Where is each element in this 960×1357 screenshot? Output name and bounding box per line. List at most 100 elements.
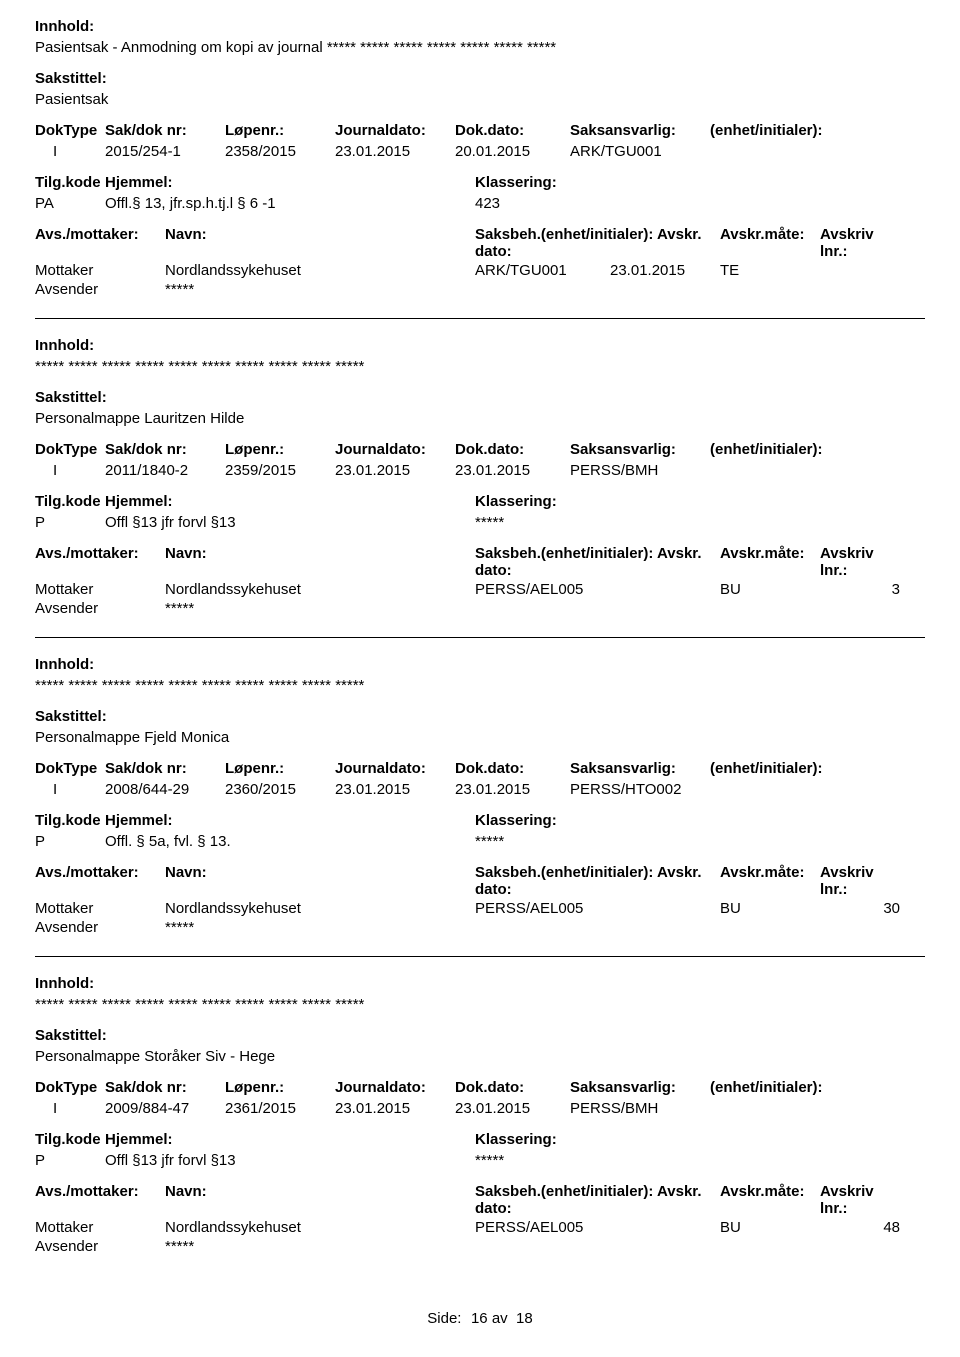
val-journaldato: 23.01.2015 bbox=[335, 781, 455, 798]
sakstitel-text: Personalmappe Storåker Siv - Hege bbox=[35, 1048, 925, 1065]
avskrmate-label: Avskr.måte: bbox=[720, 226, 820, 260]
val-klassering: ***** bbox=[475, 1152, 925, 1169]
mottaker-role: Mottaker bbox=[35, 900, 165, 917]
meta-header: DokType Sak/dok nr: Løpenr.: Journaldato… bbox=[35, 760, 925, 777]
mottaker-avskrivlnr: 48 bbox=[820, 1219, 900, 1236]
sakstitel-text: Personalmappe Lauritzen Hilde bbox=[35, 410, 925, 427]
col-enhet: (enhet/initialer): bbox=[710, 760, 925, 777]
val-sakdok: 2011/1840-2 bbox=[105, 462, 225, 479]
val-klassering: ***** bbox=[475, 833, 925, 850]
tilg-header: Tilg.kode Hjemmel: Klassering: bbox=[35, 812, 925, 829]
page-number: 16 bbox=[466, 1310, 488, 1327]
val-journaldato: 23.01.2015 bbox=[335, 1100, 455, 1117]
klassering-label: Klassering: bbox=[475, 493, 925, 510]
val-saksansvarlig: PERSS/BMH bbox=[570, 1100, 710, 1117]
val-saksansvarlig: ARK/TGU001 bbox=[570, 143, 710, 160]
avskrivlnr-label: Avskriv lnr.: bbox=[820, 226, 900, 260]
col-enhet: (enhet/initialer): bbox=[710, 122, 925, 139]
val-lopenr: 2361/2015 bbox=[225, 1100, 335, 1117]
mottaker-avskrdato: 23.01.2015 bbox=[610, 262, 720, 279]
avsender-row: Avsender ***** bbox=[35, 1238, 925, 1255]
val-hjemmel: Offl §13 jfr forvl §13 bbox=[105, 1152, 475, 1169]
avsender-row: Avsender ***** bbox=[35, 281, 925, 298]
avskrmate-label: Avskr.måte: bbox=[720, 545, 820, 579]
col-doktype: DokType bbox=[35, 122, 105, 139]
meta-data: I 2011/1840-2 2359/2015 23.01.2015 23.01… bbox=[35, 462, 925, 479]
val-sakdok: 2008/644-29 bbox=[105, 781, 225, 798]
av-label: av bbox=[492, 1310, 508, 1327]
meta-header: DokType Sak/dok nr: Løpenr.: Journaldato… bbox=[35, 441, 925, 458]
val-doktype: I bbox=[35, 1100, 105, 1117]
mottaker-saksbeh: PERSS/AEL005 bbox=[475, 900, 610, 917]
avsender-navn: ***** bbox=[165, 1238, 475, 1255]
navn-label: Navn: bbox=[165, 1183, 475, 1217]
col-dokdato: Dok.dato: bbox=[455, 1079, 570, 1096]
col-lopenr: Løpenr.: bbox=[225, 760, 335, 777]
avs-header: Avs./mottaker: Navn: Saksbeh.(enhet/init… bbox=[35, 226, 925, 260]
sakstitel-label: Sakstittel: bbox=[35, 1027, 925, 1044]
col-saksansvarlig: Saksansvarlig: bbox=[570, 122, 710, 139]
page-total: 18 bbox=[516, 1310, 533, 1327]
avs-header: Avs./mottaker: Navn: Saksbeh.(enhet/init… bbox=[35, 864, 925, 898]
col-enhet: (enhet/initialer): bbox=[710, 441, 925, 458]
col-lopenr: Løpenr.: bbox=[225, 122, 335, 139]
avskrmate-label: Avskr.måte: bbox=[720, 1183, 820, 1217]
mottaker-navn: Nordlandssykehuset bbox=[165, 900, 475, 917]
avskrivlnr-label: Avskriv lnr.: bbox=[820, 1183, 900, 1217]
val-journaldato: 23.01.2015 bbox=[335, 462, 455, 479]
val-hjemmel: Offl. § 5a, fvl. § 13. bbox=[105, 833, 475, 850]
avsender-role: Avsender bbox=[35, 919, 165, 936]
mottaker-role: Mottaker bbox=[35, 1219, 165, 1236]
avs-header: Avs./mottaker: Navn: Saksbeh.(enhet/init… bbox=[35, 1183, 925, 1217]
journal-record: Innhold: ***** ***** ***** ***** ***** *… bbox=[35, 975, 925, 1255]
val-hjemmel: Offl.§ 13, jfr.sp.h.tj.l § 6 -1 bbox=[105, 195, 475, 212]
sakstitel-label: Sakstittel: bbox=[35, 389, 925, 406]
meta-header: DokType Sak/dok nr: Løpenr.: Journaldato… bbox=[35, 122, 925, 139]
mottaker-saksbeh: PERSS/AEL005 bbox=[475, 581, 610, 598]
mottaker-navn: Nordlandssykehuset bbox=[165, 1219, 475, 1236]
mottaker-row: Mottaker Nordlandssykehuset PERSS/AEL005… bbox=[35, 900, 925, 917]
avskrivlnr-label: Avskriv lnr.: bbox=[820, 864, 900, 898]
val-lopenr: 2358/2015 bbox=[225, 143, 335, 160]
tilg-data: P Offl §13 jfr forvl §13 ***** bbox=[35, 514, 925, 531]
innhold-label: Innhold: bbox=[35, 18, 925, 35]
hjemmel-label: Hjemmel: bbox=[105, 1131, 475, 1148]
avs-mottaker-label: Avs./mottaker: bbox=[35, 864, 165, 898]
side-label: Side: bbox=[427, 1310, 461, 1327]
innhold-text: ***** ***** ***** ***** ***** ***** ****… bbox=[35, 358, 925, 375]
val-dokdato: 20.01.2015 bbox=[455, 143, 570, 160]
val-dokdato: 23.01.2015 bbox=[455, 1100, 570, 1117]
meta-header: DokType Sak/dok nr: Løpenr.: Journaldato… bbox=[35, 1079, 925, 1096]
journal-record: Innhold: ***** ***** ***** ***** ***** *… bbox=[35, 656, 925, 936]
mottaker-role: Mottaker bbox=[35, 581, 165, 598]
col-journaldato: Journaldato: bbox=[335, 760, 455, 777]
val-sakdok: 2015/254-1 bbox=[105, 143, 225, 160]
avs-mottaker-label: Avs./mottaker: bbox=[35, 226, 165, 260]
avsender-row: Avsender ***** bbox=[35, 600, 925, 617]
page-footer: Side: 16 av 18 bbox=[35, 1310, 925, 1327]
col-sakdok: Sak/dok nr: bbox=[105, 122, 225, 139]
col-saksansvarlig: Saksansvarlig: bbox=[570, 1079, 710, 1096]
avsender-navn: ***** bbox=[165, 919, 475, 936]
innhold-label: Innhold: bbox=[35, 975, 925, 992]
record-separator bbox=[35, 318, 925, 319]
val-sakdok: 2009/884-47 bbox=[105, 1100, 225, 1117]
mottaker-avskrivlnr: 3 bbox=[820, 581, 900, 598]
avsender-navn: ***** bbox=[165, 281, 475, 298]
journal-record: Innhold: ***** ***** ***** ***** ***** *… bbox=[35, 337, 925, 617]
innhold-text: ***** ***** ***** ***** ***** ***** ****… bbox=[35, 677, 925, 694]
hjemmel-label: Hjemmel: bbox=[105, 493, 475, 510]
val-journaldato: 23.01.2015 bbox=[335, 143, 455, 160]
val-klassering: ***** bbox=[475, 514, 925, 531]
col-journaldato: Journaldato: bbox=[335, 1079, 455, 1096]
avs-mottaker-label: Avs./mottaker: bbox=[35, 1183, 165, 1217]
hjemmel-label: Hjemmel: bbox=[105, 174, 475, 191]
journal-record: Innhold: Pasientsak - Anmodning om kopi … bbox=[35, 18, 925, 298]
mottaker-avskrmate: BU bbox=[720, 1219, 820, 1236]
val-enhet bbox=[710, 462, 925, 479]
mottaker-role: Mottaker bbox=[35, 262, 165, 279]
val-lopenr: 2360/2015 bbox=[225, 781, 335, 798]
col-journaldato: Journaldato: bbox=[335, 441, 455, 458]
avsender-role: Avsender bbox=[35, 281, 165, 298]
mottaker-row: Mottaker Nordlandssykehuset PERSS/AEL005… bbox=[35, 1219, 925, 1236]
